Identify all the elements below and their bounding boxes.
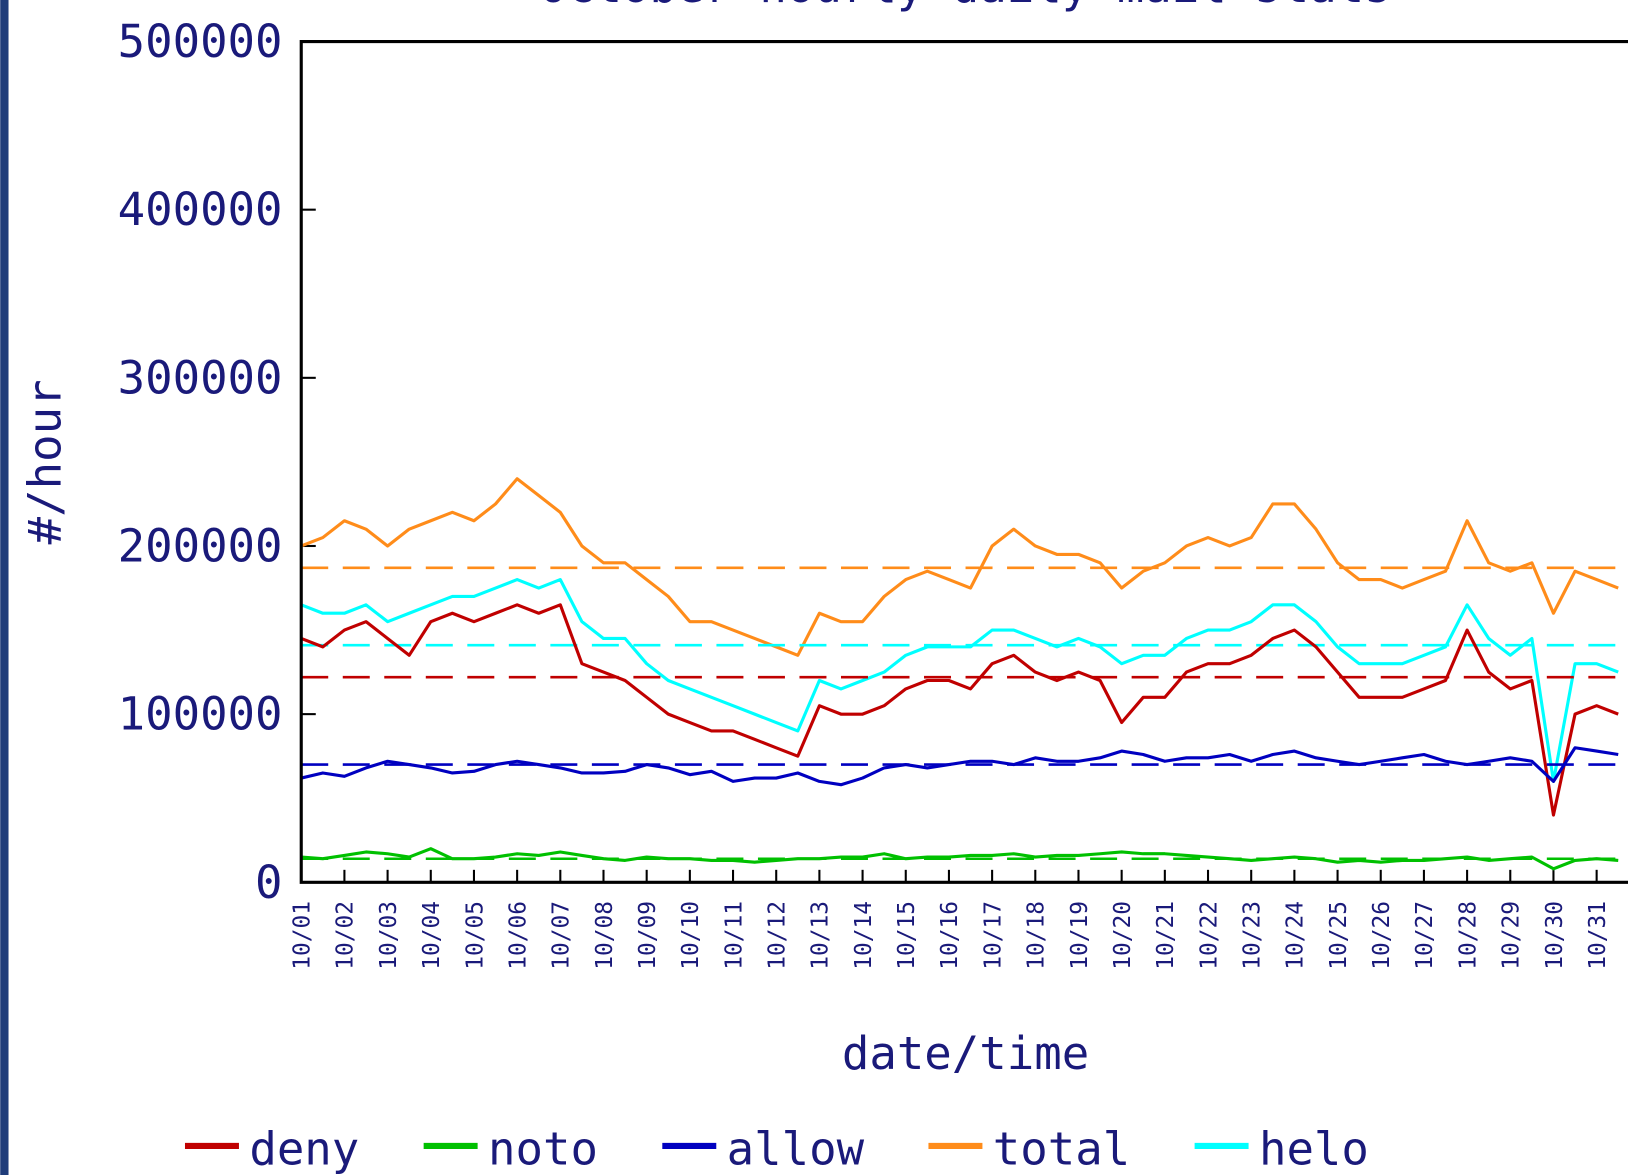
series-line bbox=[300, 578, 1619, 783]
x-tick-label: 10/26 bbox=[1369, 901, 1395, 970]
x-tick-label: 10/23 bbox=[1240, 901, 1266, 970]
x-axis-label: date/time bbox=[842, 1027, 1089, 1080]
legend-label: allow bbox=[727, 1123, 865, 1175]
x-tick-label: 10/29 bbox=[1499, 901, 1525, 970]
y-tick-label: 100000 bbox=[118, 688, 283, 741]
x-tick-label: 10/18 bbox=[1024, 901, 1050, 970]
x-tick-label: 10/20 bbox=[1110, 901, 1136, 970]
x-tick-label: 10/25 bbox=[1326, 901, 1352, 970]
x-tick-label: 10/09 bbox=[635, 901, 661, 970]
legend-label: noto bbox=[488, 1123, 598, 1175]
series-line bbox=[301, 847, 1619, 871]
y-tick-label: 400000 bbox=[118, 183, 283, 236]
x-tick-label: 10/13 bbox=[808, 901, 834, 970]
y-axis-label: #/hour bbox=[18, 379, 71, 544]
x-tick-label: 10/02 bbox=[333, 901, 359, 970]
x-tick-label: 10/01 bbox=[290, 901, 316, 970]
legend-label: total bbox=[993, 1123, 1130, 1175]
x-tick-label: 10/22 bbox=[1196, 901, 1222, 970]
x-tick-label: 10/30 bbox=[1542, 901, 1568, 970]
x-tick-label: 10/08 bbox=[592, 901, 618, 970]
x-tick-label: 10/11 bbox=[721, 901, 747, 970]
x-tick-label: 10/12 bbox=[765, 901, 791, 970]
y-tick-label: 500000 bbox=[118, 15, 283, 68]
y-tick-label: 300000 bbox=[118, 351, 283, 404]
series-line bbox=[300, 603, 1619, 817]
legend-label: helo bbox=[1259, 1123, 1369, 1175]
page-border bbox=[0, 0, 9, 1175]
series-line bbox=[300, 477, 1619, 657]
x-tick-label: 10/10 bbox=[678, 901, 704, 970]
x-tick-label: 10/31 bbox=[1585, 901, 1611, 970]
x-tick-label: 10/14 bbox=[851, 901, 877, 970]
x-tick-label: 10/19 bbox=[1067, 901, 1093, 970]
x-tick-label: 10/03 bbox=[376, 901, 402, 970]
x-tick-label: 10/04 bbox=[419, 901, 445, 970]
chart-title: October hourly daily mail stats bbox=[539, 0, 1391, 13]
x-tick-label: 10/17 bbox=[980, 901, 1006, 970]
series-line bbox=[300, 746, 1619, 787]
legend-label: deny bbox=[249, 1123, 359, 1175]
x-tick-label: 10/05 bbox=[462, 901, 488, 970]
x-tick-label: 10/24 bbox=[1283, 901, 1309, 970]
x-tick-label: 10/07 bbox=[549, 901, 575, 970]
x-tick-label: 10/15 bbox=[894, 901, 920, 970]
x-tick-label: 10/06 bbox=[505, 901, 531, 970]
x-tick-label: 10/28 bbox=[1455, 901, 1481, 970]
x-tick-label: 10/21 bbox=[1153, 901, 1179, 970]
x-tick-label: 10/16 bbox=[937, 901, 963, 970]
x-tick-label: 10/27 bbox=[1412, 901, 1438, 970]
y-tick-label: 0 bbox=[255, 856, 282, 909]
plot-frame bbox=[299, 39, 1628, 884]
y-tick-label: 200000 bbox=[118, 520, 283, 573]
